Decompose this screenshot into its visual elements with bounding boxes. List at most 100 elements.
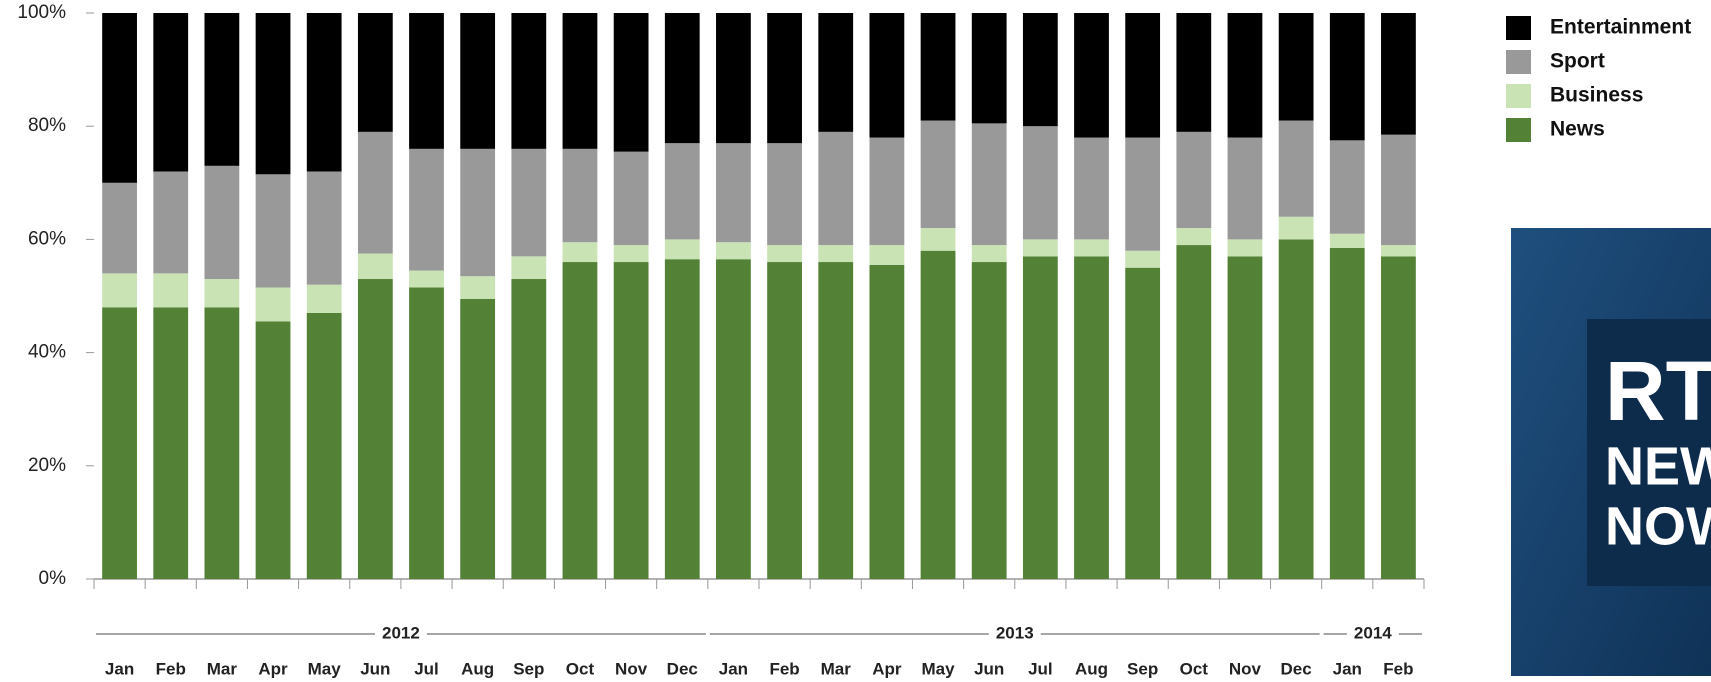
legend-label: Business: [1550, 84, 1643, 107]
bar-segment: [1125, 268, 1160, 579]
x-tick-label: Nov: [1229, 659, 1262, 678]
year-label: 2014: [1354, 623, 1392, 642]
logo-text: RTÉ: [1605, 344, 1711, 438]
bar-segment: [1023, 13, 1058, 126]
logo-text: NOW: [1605, 496, 1711, 556]
bar-segment: [409, 271, 444, 288]
bar-segment: [869, 265, 904, 579]
bar-segment: [204, 166, 239, 279]
x-tick-label: Jun: [974, 659, 1004, 678]
bar-segment: [921, 121, 956, 229]
x-tick-label: Mar: [207, 659, 238, 678]
year-label: 2012: [382, 623, 420, 642]
bar-segment: [767, 143, 802, 245]
bar-segment: [204, 13, 239, 166]
bar-segment: [153, 171, 188, 273]
bar-segment: [1330, 13, 1365, 140]
bar-segment: [972, 123, 1007, 245]
bar-segment: [1381, 256, 1416, 579]
chart: RTÉ NEWS NOW 0%20%40%60%80%100%JanFebMar…: [0, 0, 1711, 682]
bar-segment: [460, 276, 495, 299]
bar-segment: [307, 13, 342, 171]
x-tick-label: Jun: [360, 659, 390, 678]
bar-segment: [1176, 245, 1211, 579]
bar-segment: [256, 321, 291, 579]
bar-segment: [1176, 13, 1211, 132]
logo-text: NEWS: [1605, 436, 1711, 496]
bar-segment: [869, 245, 904, 265]
bar-segment: [614, 245, 649, 262]
legend-label: Sport: [1550, 50, 1605, 73]
x-tick-label: Mar: [821, 659, 852, 678]
bar-segment: [102, 13, 137, 183]
x-tick-label: Aug: [461, 659, 494, 678]
bar-segment: [818, 13, 853, 132]
bar-segment: [1228, 239, 1263, 256]
bar-segment: [563, 149, 598, 242]
bar-segment: [614, 262, 649, 579]
x-tick-label: May: [308, 659, 342, 678]
bar-segment: [921, 251, 956, 579]
bar-segment: [1074, 239, 1109, 256]
y-tick-label: 20%: [28, 455, 66, 476]
bar-segment: [1381, 135, 1416, 245]
bar-segment: [1330, 140, 1365, 233]
legend-swatch: [1506, 118, 1531, 142]
bar-segment: [1279, 239, 1314, 579]
bar-segment: [1330, 234, 1365, 248]
bar-segment: [665, 13, 700, 143]
bar-segment: [614, 13, 649, 152]
bar-segment: [409, 13, 444, 149]
bar-segment: [511, 13, 546, 149]
x-tick-label: Feb: [156, 659, 186, 678]
bar-segment: [1125, 138, 1160, 251]
bar-segment: [665, 259, 700, 579]
bar-segment: [307, 285, 342, 313]
bar-segment: [1023, 256, 1058, 579]
bar-segment: [153, 273, 188, 307]
bar-segment: [665, 239, 700, 259]
bar-segment: [972, 13, 1007, 123]
bar-segment: [1228, 13, 1263, 138]
bar-segment: [102, 273, 137, 307]
bar-segment: [358, 13, 393, 132]
x-tick-label: Feb: [769, 659, 799, 678]
bar-segment: [716, 143, 751, 242]
bar-segment: [869, 138, 904, 246]
bar-segment: [511, 149, 546, 257]
bar-segment: [563, 242, 598, 262]
y-tick-label: 0%: [39, 568, 67, 589]
bar-segment: [1125, 251, 1160, 268]
bar-segment: [1228, 256, 1263, 579]
bar-segment: [153, 13, 188, 171]
bar-segment: [921, 13, 956, 121]
bar-segment: [1023, 126, 1058, 239]
legend-swatch: [1506, 50, 1531, 74]
bar-segment: [1176, 132, 1211, 228]
bar-segment: [869, 13, 904, 138]
bar-segment: [818, 245, 853, 262]
bar-segment: [358, 254, 393, 279]
x-tick-label: Jul: [414, 659, 439, 678]
legend-label: Entertainment: [1550, 16, 1691, 39]
bar-segment: [102, 307, 137, 579]
bar-segment: [921, 228, 956, 251]
bar-segment: [665, 143, 700, 239]
bar-segment: [409, 288, 444, 579]
bar-segment: [972, 245, 1007, 262]
bar-segment: [511, 256, 546, 279]
bar-segment: [1074, 256, 1109, 579]
x-tick-label: Apr: [872, 659, 902, 678]
bar-segment: [204, 279, 239, 307]
bar-segment: [767, 13, 802, 143]
bar-segment: [358, 279, 393, 579]
legend-swatch: [1506, 84, 1531, 108]
bar-segment: [716, 259, 751, 579]
bar-segment: [563, 13, 598, 149]
bar-segment: [1176, 228, 1211, 245]
x-tick-label: Feb: [1383, 659, 1413, 678]
bar-segment: [358, 132, 393, 254]
y-tick-label: 100%: [17, 2, 66, 23]
x-tick-label: Sep: [513, 659, 544, 678]
bar-segment: [818, 262, 853, 579]
